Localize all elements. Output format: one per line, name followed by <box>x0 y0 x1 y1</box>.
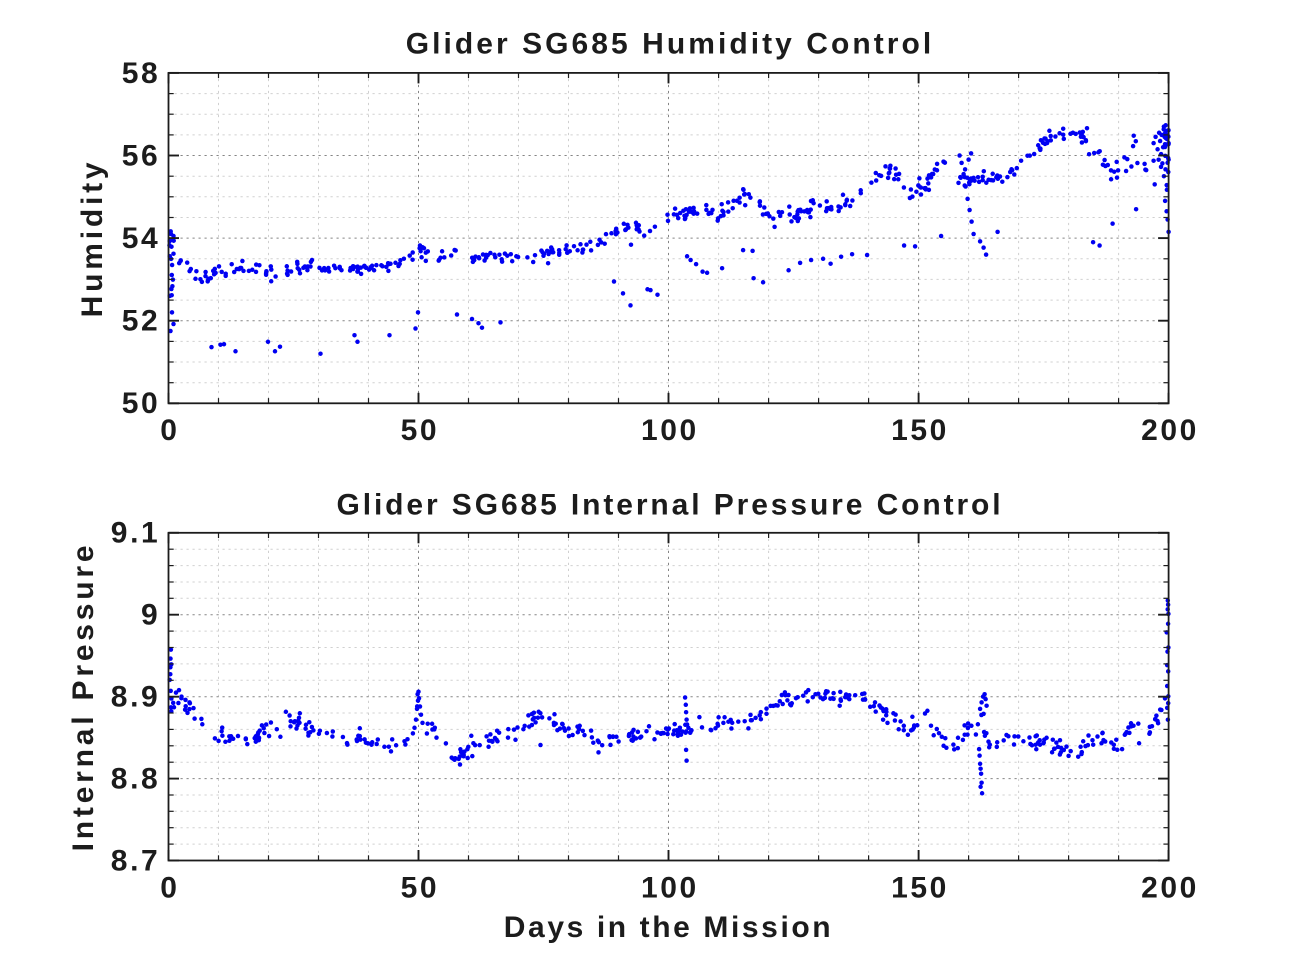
svg-text:Glider SG685 Humidity Control: Glider SG685 Humidity Control <box>406 28 935 61</box>
svg-text:8.9: 8.9 <box>111 681 161 714</box>
svg-text:100: 100 <box>641 414 699 447</box>
svg-text:56: 56 <box>122 139 161 172</box>
svg-text:9: 9 <box>141 599 160 632</box>
svg-text:50: 50 <box>401 414 440 447</box>
svg-text:Internal Pressure: Internal Pressure <box>67 542 100 852</box>
svg-text:150: 150 <box>891 871 949 904</box>
svg-text:Humidity: Humidity <box>76 159 109 318</box>
svg-text:200: 200 <box>1141 871 1199 904</box>
svg-text:200: 200 <box>1141 414 1199 447</box>
svg-text:150: 150 <box>891 414 949 447</box>
svg-text:9.1: 9.1 <box>111 517 161 550</box>
svg-text:0: 0 <box>160 414 179 447</box>
svg-text:50: 50 <box>401 871 440 904</box>
svg-text:54: 54 <box>122 222 161 255</box>
svg-text:8.8: 8.8 <box>111 763 161 796</box>
svg-text:52: 52 <box>122 305 161 338</box>
svg-text:Days in the Mission: Days in the Mission <box>504 911 833 944</box>
svg-text:8.7: 8.7 <box>111 844 161 877</box>
svg-text:0: 0 <box>160 871 179 904</box>
svg-text:58: 58 <box>122 57 161 90</box>
svg-text:Glider SG685 Internal Pressure: Glider SG685 Internal Pressure Control <box>336 489 1003 522</box>
svg-text:100: 100 <box>641 871 699 904</box>
svg-text:50: 50 <box>122 387 161 420</box>
